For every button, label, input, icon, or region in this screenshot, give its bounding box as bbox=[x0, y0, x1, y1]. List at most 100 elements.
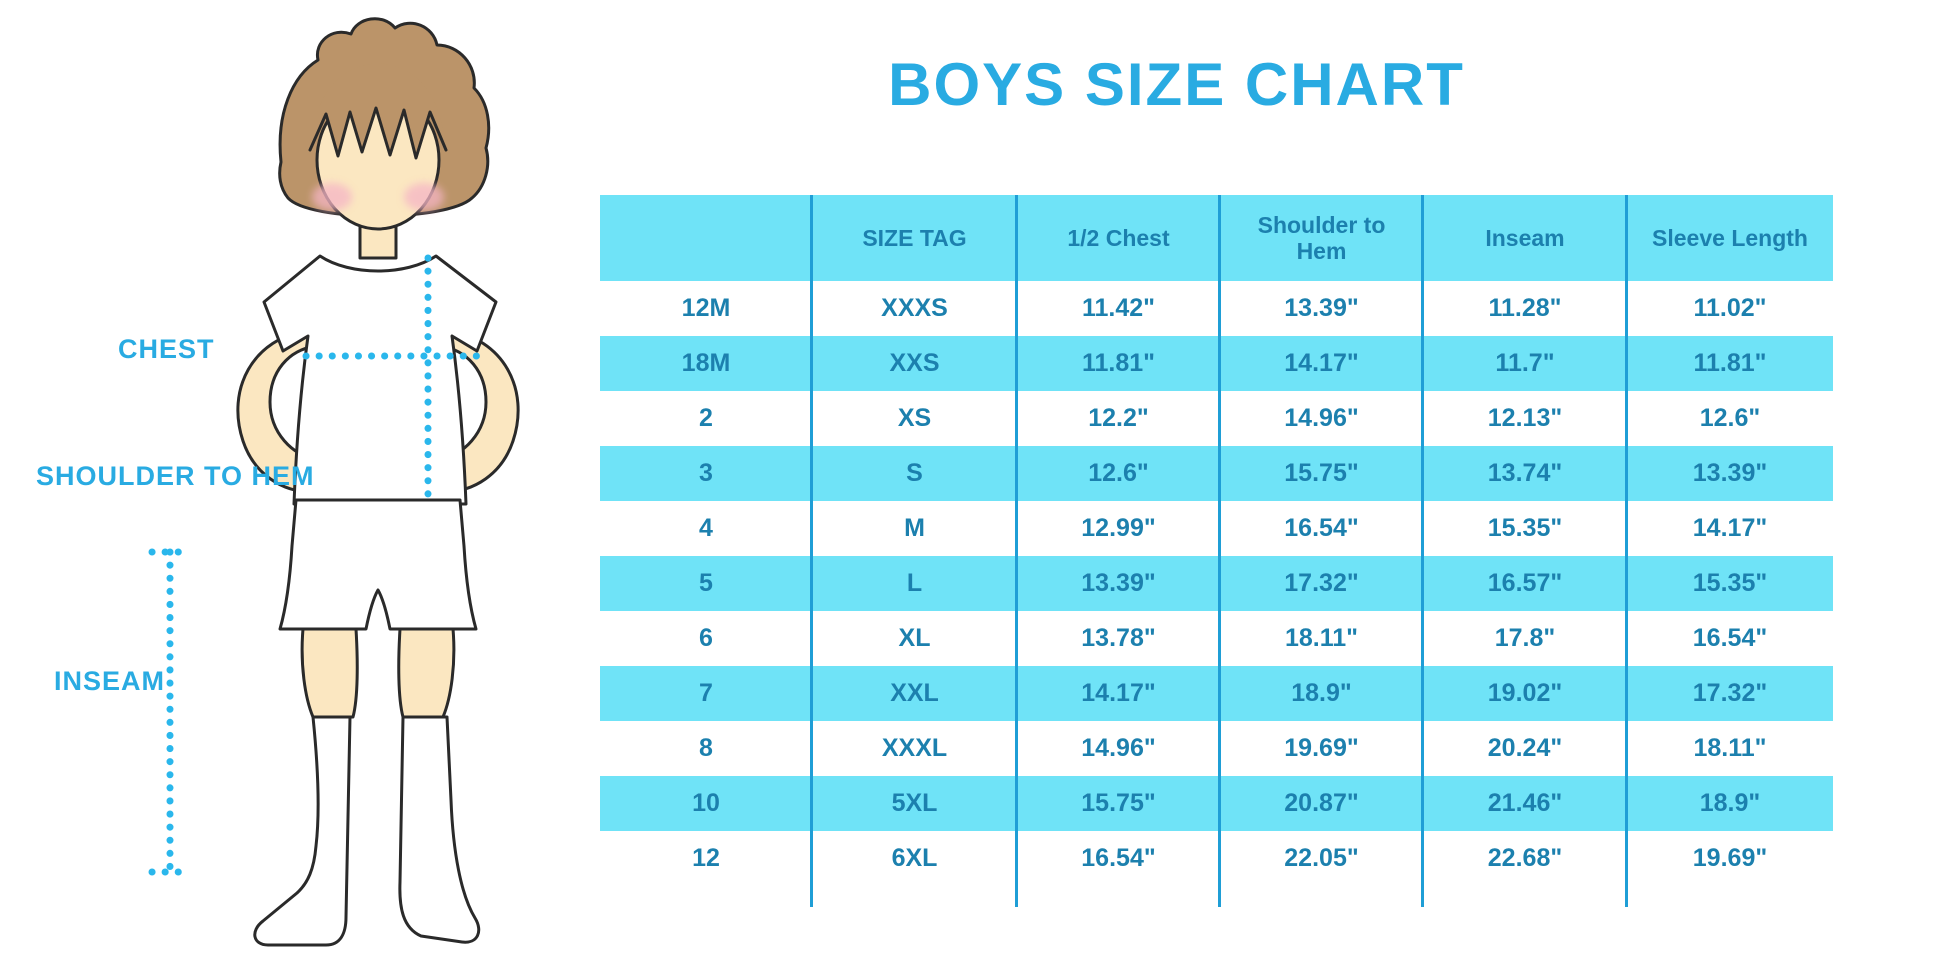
value-cell: 13.39" bbox=[1692, 459, 1768, 487]
value-cell: 11.02" bbox=[1693, 294, 1767, 322]
value-cell: M bbox=[904, 514, 925, 542]
boy-leg-right bbox=[397, 627, 456, 719]
value-cell: 14.96" bbox=[1081, 734, 1156, 762]
value-cell: 11.81" bbox=[1693, 349, 1767, 377]
value-cell: XXS bbox=[889, 349, 940, 377]
value-cell: 15.35" bbox=[1487, 514, 1563, 542]
size-table: SIZE TAG 1/2 Chest Shoulder to Hem Inseam Sl… bbox=[600, 195, 1833, 907]
column-divider bbox=[810, 195, 813, 907]
value-cell: 11.81" bbox=[1081, 349, 1156, 377]
value-cell: 17.32" bbox=[1692, 679, 1768, 707]
table-row: 6 XL 13.78" 18.11" 17.8" 16.54" bbox=[600, 611, 1833, 666]
value-cell: XXL bbox=[890, 679, 939, 707]
value-cell: 15.35" bbox=[1692, 569, 1768, 597]
value-cell: 12.99" bbox=[1081, 514, 1156, 542]
value-cell: 16.54" bbox=[1284, 514, 1359, 542]
boy-sock-right bbox=[398, 715, 481, 944]
value-cell: 19.69" bbox=[1692, 844, 1768, 872]
size-cell: 4 bbox=[699, 514, 713, 542]
table-row: 7 XXL 14.17" 18.9" 19.02" 17.32" bbox=[600, 666, 1833, 721]
page-title: BOYS SIZE CHART bbox=[888, 51, 1465, 118]
value-cell: 17.8" bbox=[1494, 624, 1556, 652]
inseam-label: INSEAM bbox=[54, 666, 166, 696]
value-cell: 15.75" bbox=[1081, 789, 1156, 817]
value-cell: 22.05" bbox=[1284, 844, 1359, 872]
boy-illustration bbox=[148, 17, 520, 947]
size-cell: 8 bbox=[699, 734, 713, 762]
boy-leg-left bbox=[300, 627, 359, 719]
value-cell: 19.02" bbox=[1487, 679, 1563, 707]
boy-sock-left bbox=[253, 715, 352, 947]
size-table-header: SIZE TAG 1/2 Chest Shoulder to Hem Inseam Sl… bbox=[600, 195, 1833, 281]
chest-label: CHEST bbox=[118, 334, 215, 364]
value-cell: 16.54" bbox=[1692, 624, 1768, 652]
value-cell: 21.46" bbox=[1487, 789, 1563, 817]
value-cell: 22.68" bbox=[1487, 844, 1563, 872]
column-divider bbox=[1218, 195, 1221, 907]
header-cell: 1/2 Chest bbox=[1067, 224, 1170, 251]
table-row: 18M XXS 11.81" 14.17" 11.7" 11.81" bbox=[600, 336, 1833, 391]
header-cell bbox=[600, 195, 812, 281]
value-cell: 6XL bbox=[891, 844, 938, 872]
value-cell: 18.11" bbox=[1284, 624, 1359, 652]
size-cell: 12M bbox=[681, 294, 731, 322]
value-cell: 18.9" bbox=[1291, 679, 1352, 707]
table-row: 3 S 12.6" 15.75" 13.74" 13.39" bbox=[600, 446, 1833, 501]
value-cell: XL bbox=[898, 624, 931, 652]
value-cell: 11.42" bbox=[1081, 294, 1156, 322]
header-cell: Sleeve Length bbox=[1652, 224, 1808, 251]
value-cell: 13.39" bbox=[1284, 294, 1359, 322]
value-cell: S bbox=[906, 459, 923, 487]
value-cell: 18.9" bbox=[1699, 789, 1761, 817]
table-row: 4 M 12.99" 16.54" 15.35" 14.17" bbox=[600, 501, 1833, 556]
value-cell: 13.74" bbox=[1487, 459, 1563, 487]
size-table-rows: 12M XXXS 11.42" 13.39" 11.28" 11.02" 18M XXS 11.… bbox=[600, 281, 1833, 886]
value-cell: 14.17" bbox=[1081, 679, 1156, 707]
boy-tshirt bbox=[262, 254, 498, 506]
column-divider bbox=[1625, 195, 1628, 907]
value-cell: 15.75" bbox=[1284, 459, 1359, 487]
boy-blush-right bbox=[404, 183, 444, 211]
size-cell: 7 bbox=[699, 679, 713, 707]
value-cell: 13.78" bbox=[1081, 624, 1156, 652]
value-cell: 14.96" bbox=[1284, 404, 1359, 432]
column-divider bbox=[1015, 195, 1018, 907]
value-cell: 17.32" bbox=[1284, 569, 1359, 597]
size-cell: 2 bbox=[699, 404, 713, 432]
value-cell: XXXL bbox=[881, 734, 948, 762]
value-cell: 18.11" bbox=[1693, 734, 1767, 762]
size-cell: 3 bbox=[699, 459, 713, 487]
header-cell: Shoulder to Hem bbox=[1257, 211, 1386, 264]
value-cell: 20.87" bbox=[1284, 789, 1359, 817]
value-cell: 16.54" bbox=[1081, 844, 1156, 872]
boy-bangs-outline bbox=[308, 106, 448, 160]
size-cell: 18M bbox=[681, 349, 731, 377]
header-cell: SIZE TAG bbox=[862, 224, 967, 251]
table-row: 2 XS 12.2" 14.96" 12.13" 12.6" bbox=[600, 391, 1833, 446]
value-cell: 13.39" bbox=[1081, 569, 1156, 597]
boy-shorts bbox=[278, 498, 478, 631]
size-cell: 5 bbox=[699, 569, 713, 597]
value-cell: 14.17" bbox=[1692, 514, 1768, 542]
header-cell: Inseam bbox=[1485, 224, 1565, 251]
value-cell: L bbox=[906, 569, 923, 597]
value-cell: 12.6" bbox=[1088, 459, 1149, 487]
value-cell: 5XL bbox=[891, 789, 938, 817]
boy-blush-left bbox=[312, 183, 352, 211]
value-cell: 12.2" bbox=[1088, 404, 1149, 432]
value-cell: XS bbox=[897, 404, 932, 432]
table-row: 8 XXXL 14.96" 19.69" 20.24" 18.11" bbox=[600, 721, 1833, 776]
table-row: 5 L 13.39" 17.32" 16.57" 15.35" bbox=[600, 556, 1833, 611]
size-cell: 6 bbox=[699, 624, 713, 652]
shoulder-to-hem-label: SHOULDER TO HEM bbox=[36, 461, 315, 491]
column-divider bbox=[1421, 195, 1424, 907]
size-cell: 10 bbox=[692, 789, 720, 817]
value-cell: 11.7" bbox=[1495, 349, 1555, 377]
value-cell: 14.17" bbox=[1284, 349, 1359, 377]
size-cell: 12 bbox=[692, 844, 720, 872]
value-cell: 16.57" bbox=[1487, 569, 1563, 597]
value-cell: 19.69" bbox=[1284, 734, 1359, 762]
table-row: 10 5XL 15.75" 20.87" 21.46" 18.9" bbox=[600, 776, 1833, 831]
value-cell: 11.28" bbox=[1488, 294, 1562, 322]
